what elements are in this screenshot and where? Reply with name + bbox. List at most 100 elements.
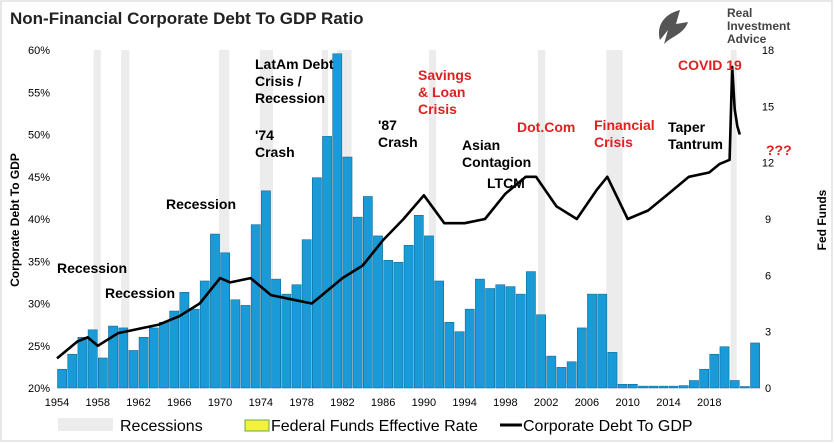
eagle-logo-icon bbox=[658, 10, 688, 44]
fed-funds-bar bbox=[577, 327, 587, 389]
fed-funds-bar bbox=[678, 385, 689, 389]
fed-funds-bar bbox=[719, 346, 730, 389]
fed-funds-bar bbox=[159, 322, 169, 389]
y-tick-label: 55% bbox=[28, 87, 50, 99]
fed-funds-bar bbox=[556, 367, 567, 389]
fed-funds-bar bbox=[740, 386, 750, 389]
fed-funds-bar bbox=[312, 177, 322, 389]
fed-funds-bar bbox=[393, 261, 404, 389]
x-tick-label: 1978 bbox=[289, 397, 313, 409]
legend-label-fed-funds: Federal Funds Effective Rate bbox=[271, 418, 478, 435]
fed-funds-bar bbox=[98, 357, 108, 389]
fed-funds-bar bbox=[383, 260, 394, 389]
annotation-label: Recession bbox=[105, 285, 175, 301]
fed-funds-bar bbox=[128, 350, 139, 389]
y-tick-label: 50% bbox=[28, 130, 50, 142]
fed-funds-bar bbox=[699, 368, 709, 389]
annotation-label: '87 bbox=[378, 117, 397, 133]
y-tick-label: 35% bbox=[28, 256, 50, 268]
annotation-label: Recession bbox=[255, 90, 325, 106]
fed-funds-bar bbox=[566, 361, 577, 389]
y-axis-ticks: 20% 25% 30% 35% 40% 45% 50% 55% 60% bbox=[28, 45, 50, 395]
fed-funds-bar bbox=[617, 383, 628, 389]
annotation-label: ??? bbox=[766, 142, 792, 158]
fed-funds-bar bbox=[587, 293, 597, 389]
fed-funds-bar bbox=[424, 235, 434, 389]
recession-band bbox=[538, 50, 546, 388]
annotation-label: Crash bbox=[378, 134, 418, 150]
x-tick-label: 1970 bbox=[208, 397, 232, 409]
fed-funds-bar bbox=[495, 284, 506, 389]
y-tick-label: 25% bbox=[28, 341, 50, 353]
annotation-label: Taper bbox=[668, 119, 706, 135]
fed-funds-bar bbox=[729, 380, 740, 389]
fed-funds-bar bbox=[250, 224, 261, 389]
annotation-label: Recession bbox=[166, 196, 236, 212]
legend-label-recessions: Recessions bbox=[120, 418, 203, 435]
fed-funds-bar bbox=[750, 342, 760, 389]
x-tick-label: 2002 bbox=[534, 397, 558, 409]
logo-text-2: Investment bbox=[727, 19, 790, 33]
fed-funds-bar bbox=[658, 385, 669, 389]
fed-funds-bar bbox=[689, 380, 699, 389]
x-tick-label: 2006 bbox=[575, 397, 599, 409]
fed-funds-bar bbox=[444, 322, 455, 389]
recession-band bbox=[606, 50, 623, 388]
x-tick-label: 1986 bbox=[371, 397, 395, 409]
y2-axis-label: Fed Funds bbox=[815, 189, 829, 250]
logo-text-1: Real bbox=[727, 6, 752, 20]
x-tick-label: 1982 bbox=[330, 397, 354, 409]
fed-funds-bar bbox=[413, 214, 424, 389]
annotation-label: Contagion bbox=[462, 154, 531, 170]
y2-tick-label: 3 bbox=[765, 327, 771, 339]
logo: Real Investment Advice bbox=[658, 6, 790, 46]
fed-funds-bar bbox=[352, 216, 363, 389]
y2-tick-label: 6 bbox=[765, 270, 771, 282]
fed-funds-bar bbox=[709, 353, 720, 389]
annotation-label: & Loan bbox=[418, 84, 465, 100]
fed-funds-bar bbox=[627, 383, 638, 389]
recession-band bbox=[730, 50, 737, 388]
x-tick-label: 1990 bbox=[412, 397, 436, 409]
x-tick-label: 1962 bbox=[126, 397, 150, 409]
legend-swatch-fed-funds bbox=[244, 419, 270, 432]
recession-band bbox=[219, 50, 230, 388]
annotations: RecessionRecessionRecession'74CrashLatAm… bbox=[57, 56, 792, 301]
y-tick-label: 45% bbox=[28, 172, 50, 184]
fed-funds-bar bbox=[607, 352, 618, 389]
x-tick-label: 1954 bbox=[45, 397, 69, 409]
recession-band bbox=[121, 50, 130, 388]
y-axis-label: Corporate Debt To GDP bbox=[8, 153, 22, 287]
x-tick-label: 2018 bbox=[697, 397, 721, 409]
annotation-label: Crisis / bbox=[255, 73, 302, 89]
fed-funds-bar bbox=[464, 308, 475, 389]
y2-tick-label: 12 bbox=[762, 158, 774, 170]
fed-funds-bar bbox=[179, 291, 190, 389]
fed-funds-bar bbox=[240, 305, 251, 389]
y2-axis-ticks: 0 3 6 9 12 15 18 bbox=[762, 45, 774, 395]
fed-funds-bar bbox=[210, 233, 220, 389]
fed-funds-bar bbox=[118, 327, 129, 389]
y-tick-label: 30% bbox=[28, 299, 50, 311]
fed-funds-bar bbox=[57, 368, 67, 389]
x-axis-ticks: 1954 1958 1962 1966 1970 1974 1978 1982 1986 1990… bbox=[45, 397, 722, 409]
y-tick-label: 20% bbox=[28, 383, 50, 395]
x-tick-label: 2014 bbox=[656, 397, 680, 409]
fed-funds-bar bbox=[373, 235, 383, 389]
annotation-label: Financial bbox=[594, 117, 655, 133]
fed-funds-bar bbox=[271, 278, 281, 389]
fed-funds-bar bbox=[515, 293, 526, 389]
annotation-label: Recession bbox=[57, 260, 127, 276]
fed-funds-bar bbox=[301, 239, 312, 389]
x-tick-label: 1966 bbox=[167, 397, 191, 409]
y-tick-label: 40% bbox=[28, 214, 50, 226]
legend-label-debt: Corporate Debt To GDP bbox=[523, 418, 693, 435]
fed-funds-bar bbox=[189, 308, 200, 389]
fed-funds-bar bbox=[526, 271, 536, 389]
fed-funds-bar bbox=[230, 299, 241, 389]
fed-funds-bar bbox=[77, 337, 88, 389]
fed-funds-bar bbox=[536, 314, 546, 389]
annotation-label: Crisis bbox=[594, 134, 633, 150]
